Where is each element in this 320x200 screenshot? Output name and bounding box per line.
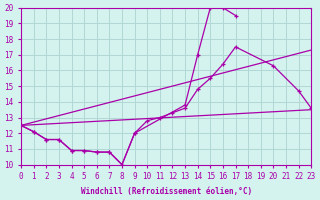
X-axis label: Windchill (Refroidissement éolien,°C): Windchill (Refroidissement éolien,°C) xyxy=(81,187,252,196)
